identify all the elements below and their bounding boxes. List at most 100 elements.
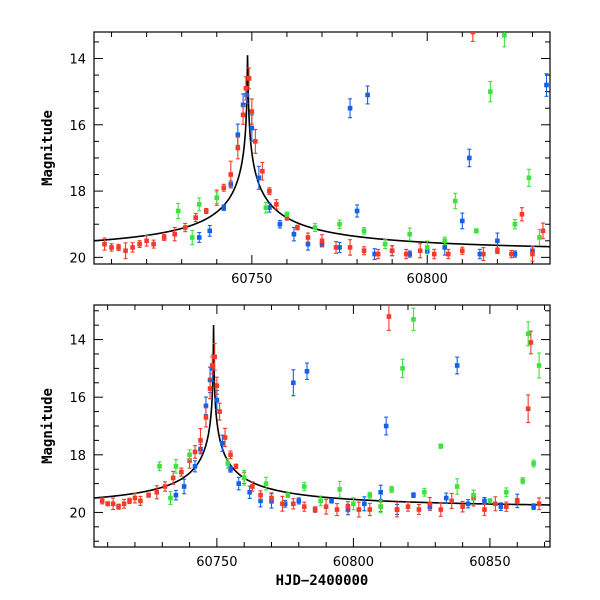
data-point [181, 484, 187, 489]
data-point [187, 452, 192, 458]
data-point [196, 235, 202, 240]
bottom-panel: 60750 60800 60850 14 16 18 20 Magnitude HJD−2400… [40, 304, 551, 589]
model-curve [94, 55, 550, 248]
data-point [244, 92, 249, 98]
data-point [345, 504, 351, 509]
data-point [263, 481, 269, 486]
data-point [110, 501, 116, 507]
data-point [267, 188, 272, 194]
data-point [351, 501, 356, 507]
data-point [467, 155, 472, 161]
data-point [105, 501, 110, 507]
data-point [361, 228, 367, 234]
data-point [329, 498, 334, 504]
data-point [246, 76, 252, 81]
data-point [383, 423, 389, 429]
data-point [544, 82, 549, 88]
data-point [132, 495, 138, 501]
data-point [260, 168, 265, 174]
data-point [291, 231, 297, 237]
data-point [187, 458, 192, 463]
data-point [403, 251, 409, 257]
data-point [509, 251, 514, 257]
data-point [235, 132, 241, 138]
data-point [214, 397, 220, 403]
x-tick-label: 60800 [407, 272, 448, 287]
data-point [162, 484, 168, 489]
data-point [240, 112, 246, 118]
data-point [269, 495, 274, 501]
data-point [422, 489, 427, 495]
plot-area [94, 32, 550, 262]
data-point [295, 225, 300, 230]
data-point [243, 86, 249, 91]
data-point [372, 251, 377, 257]
data-point [220, 440, 225, 446]
data-point [285, 492, 291, 498]
data-point [495, 248, 500, 254]
data-point [312, 507, 318, 512]
data-point [173, 492, 179, 498]
data-point [431, 251, 437, 257]
data-point [305, 241, 311, 247]
data-point [284, 211, 290, 217]
data-point [207, 228, 213, 234]
data-point [233, 464, 239, 469]
data-point [203, 208, 209, 214]
y-tick-label: 16 [69, 119, 86, 134]
data-point [130, 245, 135, 250]
data-point [182, 225, 188, 230]
red-series [99, 305, 542, 518]
data-point [207, 386, 213, 391]
data-point [258, 498, 263, 504]
data-point [146, 492, 151, 498]
data-point [250, 484, 255, 489]
y-tick-label: 18 [69, 185, 86, 200]
data-point [138, 498, 143, 504]
data-point [525, 406, 531, 412]
data-point [400, 366, 405, 371]
data-point [411, 492, 416, 498]
data-point [173, 464, 179, 469]
data-point [375, 251, 381, 257]
data-point [144, 238, 149, 244]
data-point [427, 501, 433, 507]
data-point [482, 507, 487, 512]
data-point [198, 438, 203, 443]
data-point [528, 340, 534, 345]
y-axis-title: Magnitude [40, 110, 56, 186]
data-point [389, 487, 394, 492]
data-point [520, 478, 525, 484]
data-point [214, 195, 220, 201]
data-point [116, 245, 121, 250]
x-tick-label: 60750 [231, 272, 272, 287]
data-point [203, 403, 209, 409]
data-point [253, 139, 258, 144]
data-point [170, 475, 176, 481]
data-point [361, 248, 367, 254]
data-point [531, 461, 536, 466]
data-point [514, 498, 520, 504]
data-point [512, 251, 518, 257]
blue-series [196, 73, 549, 260]
data-point [493, 501, 498, 507]
data-point [333, 245, 339, 250]
plot-frame [93, 31, 551, 265]
data-point [337, 245, 342, 250]
data-point [280, 501, 285, 507]
data-point [438, 507, 444, 512]
top-panel: 60750 60800 14 16 18 20 Magnitude [40, 31, 551, 287]
data-point [417, 248, 423, 254]
data-point [217, 409, 222, 414]
data-point [209, 363, 215, 368]
plot-frame [93, 304, 551, 548]
green-series [175, 32, 542, 255]
data-point [154, 489, 160, 495]
data-point [99, 498, 105, 504]
data-point [337, 487, 343, 492]
data-point [540, 228, 546, 234]
data-point [407, 231, 412, 237]
data-point [168, 495, 173, 501]
data-point [519, 211, 525, 217]
data-point [477, 251, 483, 257]
